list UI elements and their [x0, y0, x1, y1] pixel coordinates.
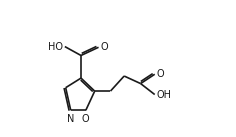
- Text: HO: HO: [48, 42, 63, 52]
- Text: O: O: [82, 114, 90, 124]
- Text: N: N: [67, 114, 74, 124]
- Text: OH: OH: [156, 90, 171, 99]
- Text: O: O: [156, 69, 164, 79]
- Text: O: O: [100, 42, 108, 52]
